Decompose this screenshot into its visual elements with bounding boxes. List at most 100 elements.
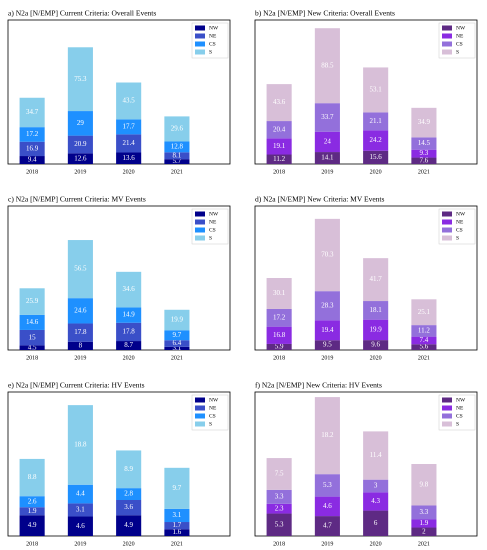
bar-segment — [164, 141, 190, 153]
bar-segment — [314, 474, 340, 497]
x-tick-label: 2021 — [418, 169, 430, 175]
bar-segment — [116, 515, 142, 536]
value-label: 12.8 — [171, 142, 184, 150]
value-label: 2.3 — [275, 504, 284, 512]
value-label: 3 — [374, 482, 378, 490]
bar-segment — [266, 513, 292, 536]
x-tick-label: 2021 — [418, 355, 430, 361]
legend-swatch — [442, 235, 452, 241]
value-label: 21.1 — [370, 117, 383, 125]
bar-segment — [19, 314, 45, 330]
legend-swatch — [442, 397, 452, 403]
value-label: 29 — [77, 119, 85, 127]
value-label: 7.6 — [420, 156, 429, 164]
bar-segment — [266, 278, 292, 309]
bar-segment — [314, 28, 340, 104]
value-label: 7.4 — [420, 336, 429, 344]
value-label: 17.7 — [123, 122, 136, 130]
bar-segment — [67, 323, 93, 342]
legend-swatch — [195, 219, 205, 225]
legend-swatch — [442, 413, 452, 419]
legend-label: NW — [456, 25, 466, 31]
value-label: 18.2 — [321, 431, 334, 439]
value-label: 18.1 — [370, 306, 383, 314]
value-label: 28.3 — [321, 301, 334, 309]
legend-swatch — [195, 227, 205, 233]
value-label: 3.1 — [173, 511, 182, 519]
x-tick-label: 2018 — [273, 355, 285, 361]
value-label: 19.9 — [370, 326, 383, 334]
bar-segment — [411, 107, 437, 138]
value-label: 3.6 — [124, 503, 133, 511]
bar-segment — [266, 458, 292, 490]
x-tick-label: 2019 — [74, 169, 86, 175]
legend-swatch — [195, 405, 205, 411]
x-tick-label: 2019 — [321, 541, 333, 547]
bar-segment — [314, 291, 340, 321]
x-tick-label: 2018 — [273, 169, 285, 175]
value-label: 41.7 — [370, 275, 383, 283]
x-tick-label: 2020 — [370, 541, 382, 547]
legend-swatch — [195, 397, 205, 403]
value-label: 4.4 — [76, 490, 85, 498]
value-label: 8.7 — [124, 341, 133, 349]
bar-segment — [67, 135, 93, 154]
value-label: 34.6 — [123, 285, 136, 293]
legend-label: NE — [209, 33, 217, 39]
value-label: 9.3 — [420, 149, 429, 157]
value-label: 1.9 — [420, 519, 429, 527]
bar-segment — [411, 464, 437, 506]
value-label: 16.9 — [26, 144, 39, 152]
value-label: 24 — [324, 138, 332, 146]
value-label: 1.9 — [28, 507, 37, 515]
bar-segment — [266, 84, 292, 122]
bar-segment — [116, 119, 142, 135]
bar-segment — [116, 271, 142, 308]
bar-segment — [67, 47, 93, 112]
value-label: 17.8 — [74, 328, 87, 336]
bar-segment — [164, 346, 190, 350]
bar-segment — [116, 341, 142, 350]
legend-label: NW — [209, 397, 219, 403]
bar-segment — [314, 340, 340, 350]
legend-swatch — [195, 33, 205, 39]
legend-swatch — [442, 405, 452, 411]
value-label: 5.3 — [323, 481, 332, 489]
bar-segment — [411, 519, 437, 528]
value-label: 56.5 — [74, 265, 87, 273]
legend-label: CS — [456, 41, 463, 47]
value-label: 14.9 — [123, 311, 136, 319]
x-tick-label: 2018 — [26, 355, 38, 361]
value-label: 3.1 — [76, 506, 85, 514]
bar-segment — [67, 341, 93, 350]
x-tick-label: 2018 — [26, 169, 38, 175]
value-label: 34.7 — [26, 108, 39, 116]
bar-segment — [19, 458, 45, 497]
legend-swatch — [442, 49, 452, 55]
bar-segment — [116, 488, 142, 500]
legend-label: S — [209, 49, 212, 55]
legend-swatch — [442, 33, 452, 39]
legend-swatch — [442, 25, 452, 31]
legend-swatch — [442, 219, 452, 225]
bar-segment — [164, 529, 190, 536]
legend-label: CS — [456, 413, 463, 419]
value-label: 29.6 — [171, 125, 184, 133]
value-label: 1.6 — [173, 528, 182, 536]
value-label: 11.2 — [273, 155, 285, 163]
bar-segment — [19, 507, 45, 516]
chart-title: a) N2a [N/EMP] Current Criteria: Overall… — [8, 9, 156, 18]
legend-label: NE — [456, 33, 464, 39]
value-label: 17.2 — [26, 130, 39, 138]
value-label: 30.1 — [273, 289, 286, 297]
bar-segment — [164, 309, 190, 331]
value-label: 9.5 — [323, 341, 332, 349]
bar-segment — [67, 484, 93, 504]
bar-segment — [19, 288, 45, 315]
legend-swatch — [442, 421, 452, 427]
value-label: 19.9 — [171, 316, 184, 324]
bar-segment — [411, 157, 437, 164]
bar-segment — [116, 307, 142, 323]
legend-label: S — [456, 235, 459, 241]
